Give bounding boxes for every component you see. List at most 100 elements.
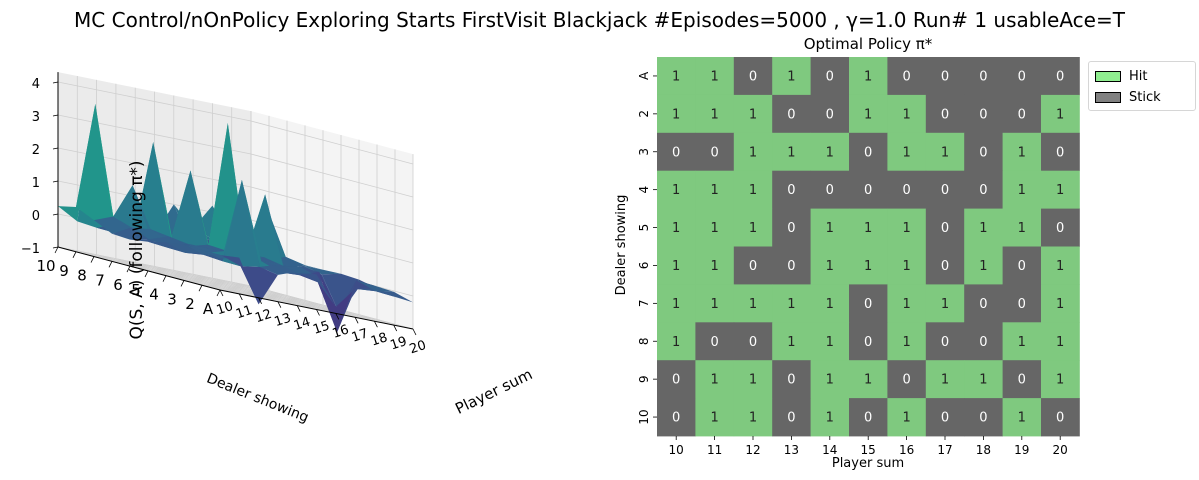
heatmap-cell — [733, 170, 773, 209]
heatmap-cell-value: 0 — [1018, 69, 1026, 84]
heatmap-y-tick-label: 2 — [637, 110, 651, 118]
heatmap-cell-value: 0 — [826, 183, 834, 198]
heatmap-x-tick-label: 10 — [669, 443, 684, 457]
heatmap-cell-value: 0 — [787, 183, 795, 198]
heatmap-cell-value: 0 — [902, 183, 910, 198]
heatmap-cell — [1041, 398, 1080, 437]
heatmap-cell-value: 1 — [1018, 335, 1026, 350]
heatmap-cell-value: 1 — [902, 335, 910, 350]
heatmap-cell-value: 1 — [864, 373, 872, 388]
heatmap-cell — [925, 94, 965, 134]
surface-facet — [356, 280, 394, 292]
heatmap-cell-value: 0 — [1018, 373, 1026, 388]
heatmap-cell — [657, 170, 696, 209]
z-tick-label: 1 — [32, 176, 40, 191]
heatmap-y-tick-label: 3 — [637, 148, 651, 156]
dealer-showing-tick-label: 8 — [77, 267, 87, 285]
z-tick-label: 3 — [32, 110, 40, 125]
heatmap-cell — [849, 132, 888, 172]
heatmap-y-axis-label: Dealer showing — [614, 195, 629, 296]
heatmap-cell — [964, 322, 1003, 361]
heatmap-cell-value: 0 — [710, 335, 718, 350]
heatmap-cell-value: 0 — [1018, 297, 1026, 312]
heatmap-cell — [925, 284, 965, 323]
heatmap-cell — [925, 132, 965, 172]
heatmap-y-tick-label: 10 — [637, 409, 651, 424]
legend-swatch-stick — [1095, 91, 1121, 103]
heatmap-cell-value: 1 — [672, 183, 680, 198]
heatmap-x-tick-label: 14 — [822, 443, 837, 457]
heatmap-cell — [1002, 284, 1042, 323]
surface-facet — [317, 282, 356, 333]
surface-facet — [240, 266, 278, 305]
heatmap-cell-value: 1 — [749, 183, 757, 198]
heatmap-cell — [772, 170, 811, 209]
heatmap-cell-value: 1 — [749, 373, 757, 388]
heatmap-cell-value: 0 — [826, 69, 834, 84]
heatmap-cell-value: 1 — [672, 259, 680, 274]
heatmap-cell — [1041, 246, 1080, 285]
heatmap-cell — [849, 398, 888, 437]
heatmap-cell — [887, 57, 927, 96]
heatmap-cell-value: 1 — [672, 107, 680, 122]
heatmap-cell-value: 0 — [1018, 107, 1026, 122]
heatmap-cell — [810, 208, 850, 247]
heatmap-cell-value: 1 — [941, 145, 949, 160]
heatmap-cell — [964, 132, 1003, 172]
heatmap-cell-value: 1 — [787, 69, 795, 84]
heatmap-cell-value: 0 — [979, 297, 987, 312]
heatmap-cell — [1041, 322, 1080, 361]
heatmap-cell — [695, 246, 735, 285]
heatmap-cell — [925, 57, 965, 96]
heatmap-cell — [733, 284, 773, 323]
player-sum-tick-label: 20 — [408, 338, 428, 357]
heatmap-cell — [772, 57, 811, 96]
surface-facet — [130, 239, 168, 248]
figure-title: MC Control/nOnPolicy Exploring Starts Fi… — [74, 8, 1125, 32]
z-axis-label: Q(S, A) (following π*) — [127, 160, 147, 339]
heatmap-cell-value: 1 — [710, 411, 718, 426]
heatmap-cell — [887, 284, 927, 323]
heatmap-cell-value: 1 — [749, 411, 757, 426]
z-tick-label: 2 — [32, 143, 40, 158]
heatmap-cell-value: 0 — [1056, 145, 1064, 160]
heatmap-cell — [657, 284, 696, 323]
heatmap-cell-value: 1 — [902, 297, 910, 312]
heatmap-cell-value: 0 — [710, 145, 718, 160]
heatmap-cell — [810, 132, 850, 172]
heatmap-cell — [887, 208, 927, 247]
heatmap-cell — [1002, 94, 1042, 134]
heatmap-cell — [695, 360, 735, 399]
heatmap-cell — [733, 322, 773, 361]
heatmap-cell — [810, 246, 850, 285]
heatmap-cell-value: 1 — [710, 221, 718, 236]
heatmap-cell-value: 0 — [902, 373, 910, 388]
heatmap-cell — [964, 398, 1003, 437]
heatmap-y-tick-label: 9 — [637, 375, 651, 383]
heatmap-cell-value: 0 — [941, 107, 949, 122]
z-tick-label: 4 — [32, 77, 40, 92]
heatmap-cell — [772, 208, 811, 247]
heatmap-cell — [772, 398, 811, 437]
heatmap-cell — [925, 246, 965, 285]
heatmap-cell — [810, 322, 850, 361]
heatmap-cell-value: 0 — [864, 183, 872, 198]
heatmap-cell — [1041, 94, 1080, 134]
heatmap-cell-value: 0 — [1056, 411, 1064, 426]
legend-label-stick: Stick — [1129, 89, 1161, 105]
surface-facet — [338, 280, 376, 312]
heatmap-cell-value: 0 — [979, 107, 987, 122]
heatmap-cell-value: 1 — [672, 297, 680, 312]
heatmap-cell-value: 0 — [787, 411, 795, 426]
surface-facet — [171, 170, 209, 247]
heatmap-cell — [964, 170, 1003, 209]
heatmap-cell — [887, 94, 927, 134]
heatmap-cell-value: 1 — [902, 411, 910, 426]
heatmap-cell — [925, 398, 965, 437]
heatmap-cell-value: 1 — [1056, 259, 1064, 274]
heatmap-cell-value: 1 — [826, 221, 834, 236]
dealer-showing-tick-label: 4 — [149, 286, 159, 304]
heatmap-title: Optimal Policy π* — [804, 35, 933, 53]
surface-facet — [279, 264, 317, 275]
heatmap-cell-value: 0 — [672, 145, 680, 160]
